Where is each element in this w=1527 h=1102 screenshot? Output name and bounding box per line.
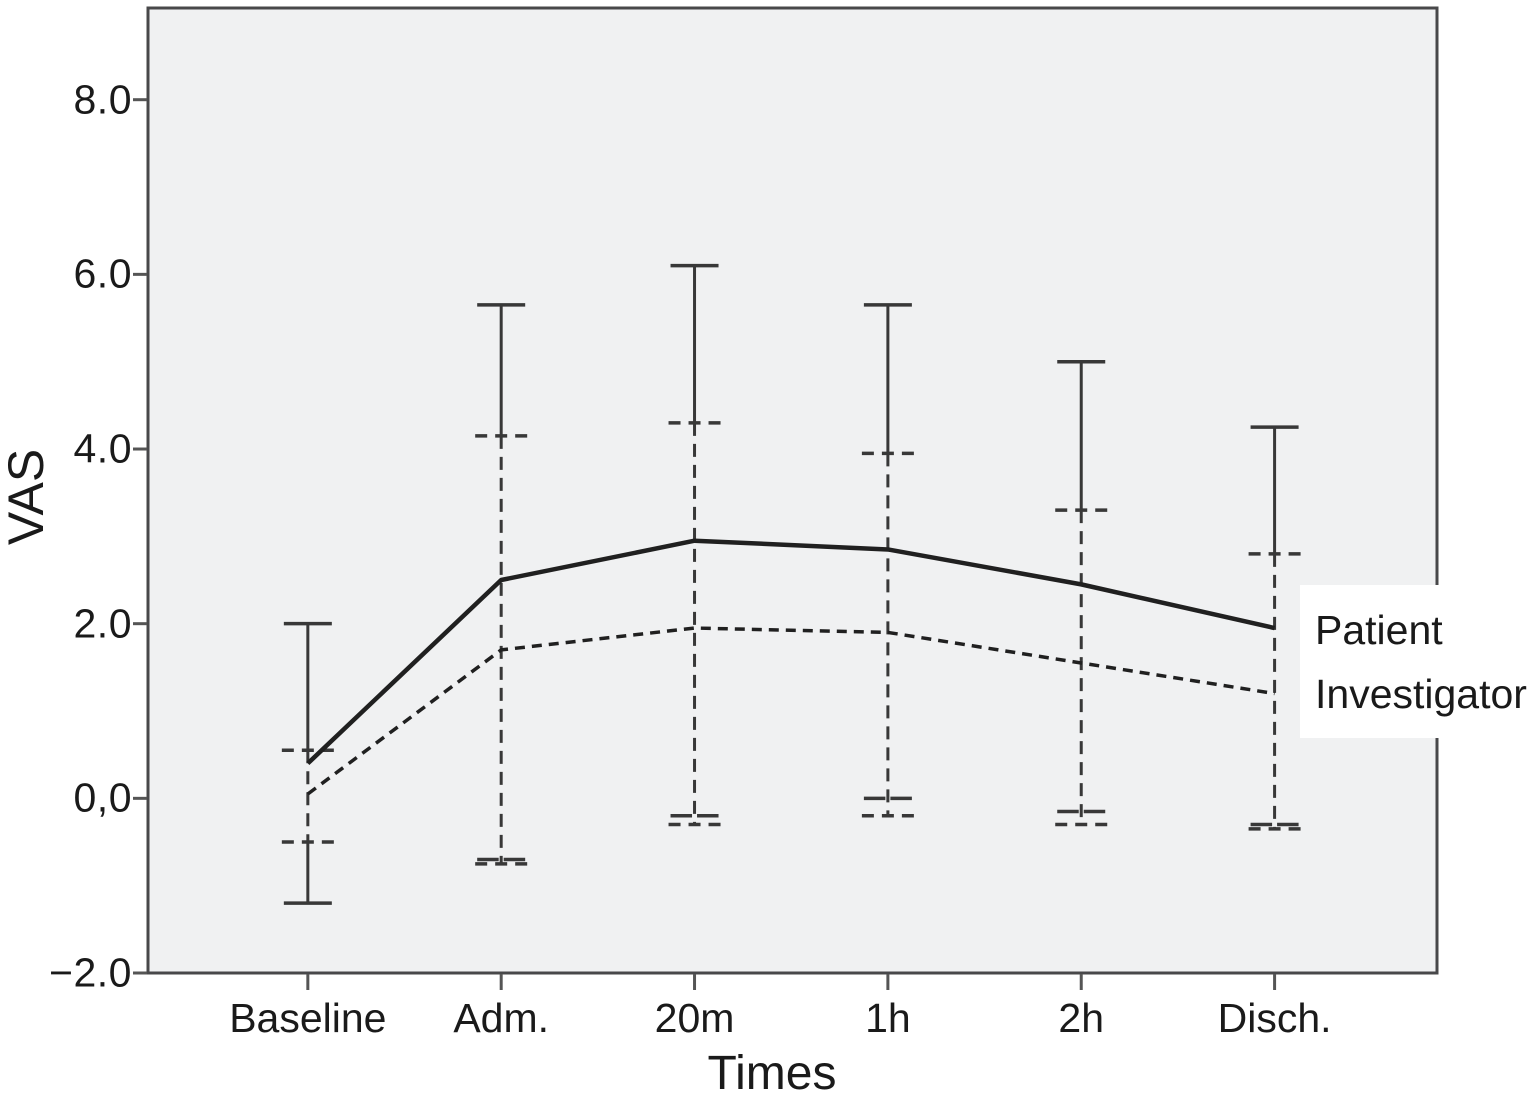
legend: Patient Investigator — [1300, 585, 1527, 738]
x-tick-label: Disch. — [1217, 995, 1332, 1041]
y-tick-label: 2.0 — [73, 600, 132, 647]
legend-item-investigator: Investigator — [1315, 671, 1527, 717]
x-tick-label: 20m — [654, 995, 735, 1041]
y-tick-label: 8.0 — [73, 76, 132, 123]
plot-background — [146, 6, 1439, 975]
x-tick-label: Baseline — [229, 995, 387, 1041]
x-axis-title: Times — [707, 1047, 837, 1100]
x-tick-label: Adm. — [453, 995, 550, 1041]
series-line-patient — [306, 538, 1276, 766]
y-tick-label: −2.0 — [49, 949, 132, 996]
legend-item-patient: Patient — [1315, 607, 1443, 653]
y-tick-label: 4.0 — [73, 425, 132, 472]
y-tick-label: 0,0 — [73, 774, 132, 821]
y-tick-label: 6.0 — [73, 250, 132, 297]
x-tick-label: 2h — [1058, 995, 1105, 1041]
y-axis-title: VAS — [0, 448, 54, 546]
x-tick-label: 1h — [865, 995, 911, 1041]
series-line-investigator — [306, 626, 1275, 796]
